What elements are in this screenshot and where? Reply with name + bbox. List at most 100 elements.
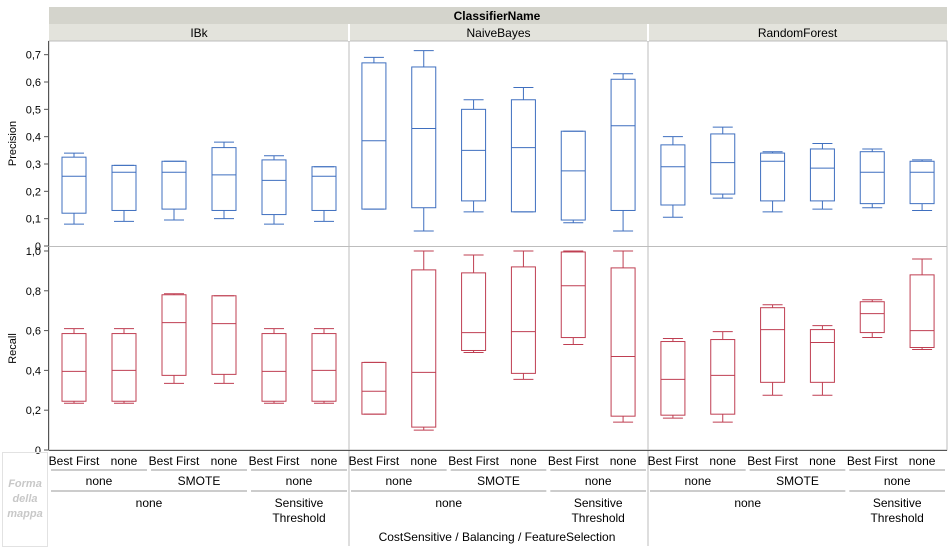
box-plot-recall[interactable] [859,299,885,339]
x-label-balancing: none [86,474,113,488]
box-plot-precision[interactable] [161,160,187,221]
box-plot-recall[interactable] [311,328,337,404]
x-label-featureselection: none [709,454,736,468]
box-plot-recall[interactable] [510,250,536,380]
box-iqr [610,78,636,211]
x-label-featureselection: none [410,454,437,468]
x-label-balancing: none [286,474,313,488]
y-axes: 0 0,1 0,2 0,3 0,4 0,5 0,6 0,7 Precision 0 0,2 0,4 0,… [7,41,49,457]
box-plot-precision[interactable] [760,151,786,213]
x-label-featureselection: none [909,454,936,468]
box-iqr [161,160,187,210]
x-label-featureselection: none [809,454,836,468]
box-iqr [361,62,387,210]
box-plot-recall[interactable] [660,338,686,419]
box-plot-precision[interactable] [809,143,835,210]
y-axis-label: Precision [7,121,19,166]
y-tick-label: 0,2 [26,186,41,198]
y-tick-label: 0,2 [26,405,41,417]
box-plot-recall[interactable] [161,293,187,384]
box-plot-precision[interactable] [461,99,487,213]
box-iqr [261,159,287,216]
box-plot-precision[interactable] [261,155,287,225]
panel-label: NaiveBayes [466,26,530,40]
y-axis-label: Recall [7,333,19,364]
box-plot-precision[interactable] [909,159,935,211]
box-plot-precision[interactable] [311,166,337,222]
box-plot-precision[interactable] [361,56,387,210]
box-iqr [361,361,387,415]
y-tick-label: 0,7 [26,50,41,62]
box-iqr [411,66,437,209]
box-plot-recall[interactable] [411,250,437,431]
box-plot-precision[interactable] [610,73,636,232]
map-shape-placeholder[interactable]: Forma della mappa [2,452,48,547]
x-label-featureselection: Best First [349,454,400,468]
box-iqr [211,147,237,211]
x-label-featureselection: Best First [49,454,100,468]
x-label-costsensitive: none [435,496,462,510]
box-plot-precision[interactable] [560,130,586,224]
box-iqr [660,341,686,416]
box-iqr [111,164,137,211]
box-iqr [510,266,536,374]
box-plot-recall[interactable] [111,328,137,404]
x-label-featureselection: Best First [747,454,798,468]
y-tick-label: 0,6 [26,77,41,89]
box-plot-recall[interactable] [610,250,636,423]
box-plot-recall[interactable] [909,258,935,350]
box-plot-recall[interactable] [261,328,287,404]
y-tick-label: 0,4 [26,365,41,377]
box-iqr [809,329,835,383]
box-plot-recall[interactable] [211,295,237,384]
box-plot-precision[interactable] [710,126,736,199]
box-plot-recall[interactable] [560,250,586,346]
box-plot-precision[interactable] [510,86,536,213]
box-plot-recall[interactable] [61,328,87,404]
box-iqr [909,160,935,205]
box-plot-precision[interactable] [660,136,686,218]
box-iqr [311,166,337,211]
box-plot-precision[interactable] [411,50,437,232]
box-plots [61,50,935,431]
x-label-featureselection: none [211,454,238,468]
box-plot-recall[interactable] [461,254,487,353]
x-label-balancing: SMOTE [178,474,221,488]
x-label-costsensitive: Sensitive Threshold [272,496,325,525]
x-label-featureselection: none [510,454,537,468]
x-label-featureselection: Best First [548,454,599,468]
x-label-featureselection: none [610,454,637,468]
box-plot-precision[interactable] [859,148,885,209]
y-tick-label: 0 [35,445,41,457]
x-label-balancing: none [884,474,911,488]
box-plot-precision[interactable] [211,141,237,220]
box-iqr [760,307,786,383]
x-label-balancing: none [684,474,711,488]
map-shape-label-2: della [12,493,38,505]
box-plot-recall[interactable] [710,331,736,423]
map-shape-label-1: Forma [8,478,42,490]
x-label-costsensitive: Sensitive Threshold [870,496,923,525]
box-iqr [111,333,137,402]
box-plot-precision[interactable] [111,164,137,222]
group-title: ClassifierName [454,9,541,23]
box-iqr [909,274,935,349]
box-plot-recall[interactable] [361,361,387,415]
y-tick-label: 1,0 [26,246,41,258]
box-iqr [560,251,586,339]
x-label-costsensitive: none [734,496,761,510]
box-plot-recall[interactable] [809,325,835,396]
x-label-balancing: none [585,474,612,488]
y-tick-label: 0,4 [26,132,41,144]
box-iqr [710,133,736,195]
box-plot-precision[interactable] [61,152,87,225]
x-label-featureselection: Best First [448,454,499,468]
box-iqr [461,272,487,351]
box-plot-recall[interactable] [760,304,786,396]
x-label-featureselection: Best First [648,454,699,468]
panel-label: IBk [190,26,208,40]
box-iqr [61,156,87,214]
x-label-balancing: SMOTE [477,474,520,488]
panel-label: RandomForest [758,26,838,40]
x-label-featureselection: Best First [847,454,898,468]
